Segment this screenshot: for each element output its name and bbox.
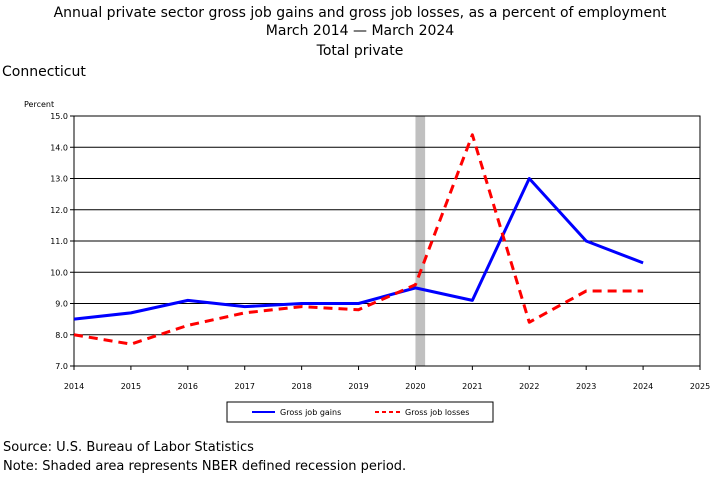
- legend-label-gains: Gross job gains: [280, 408, 341, 417]
- chart-title: Annual private sector gross job gains an…: [53, 5, 667, 21]
- legend-box: [226, 401, 494, 423]
- y-tick-label: 7.0: [55, 362, 68, 371]
- y-tick-label: 11.0: [50, 237, 68, 246]
- x-tick-label: 2021: [462, 382, 482, 391]
- y-tick-label: 8.0: [55, 331, 68, 340]
- x-tick-label: 2023: [576, 382, 596, 391]
- x-tick-label: 2019: [348, 382, 368, 391]
- legend-label-losses: Gross job losses: [405, 408, 469, 417]
- x-tick-label: 2017: [235, 382, 255, 391]
- region-label: Connecticut: [2, 64, 86, 80]
- y-tick-label: 15.0: [50, 112, 68, 121]
- y-axis-label: Percent: [24, 100, 54, 109]
- chart-subtitle: Total private: [316, 43, 404, 59]
- series-gross-job-losses-line: [73, 133, 644, 346]
- line-chart: 7.0 8.0 9.0 10.0 11.0 12.0 13.0 14.0 15.0 2014 201…: [24, 100, 710, 423]
- x-tick-label: 2020: [405, 382, 425, 391]
- x-tick-label: 2022: [519, 382, 539, 391]
- series-gross-job-gains-line: [73, 177, 644, 321]
- x-tick-label: 2015: [121, 382, 141, 391]
- tick-layer: 7.0 8.0 9.0 10.0 11.0 12.0 13.0 14.0 15.0 2014 201…: [50, 112, 710, 391]
- source-note: Source: U.S. Bureau of Labor Statistics: [3, 440, 254, 455]
- x-tick-label: 2024: [633, 382, 653, 391]
- grid-layer: [74, 115, 700, 367]
- legend: Gross job gains Gross job losses: [226, 401, 494, 423]
- x-tick-label: 2018: [291, 382, 311, 391]
- recession-note: Note: Shaded area represents NBER define…: [3, 459, 407, 474]
- x-tick-label: 2014: [64, 382, 84, 391]
- y-tick-label: 10.0: [50, 268, 68, 277]
- x-tick-label: 2016: [178, 382, 198, 391]
- x-tick-label: 2025: [690, 382, 710, 391]
- y-tick-label: 14.0: [50, 143, 68, 152]
- y-tick-label: 13.0: [50, 175, 68, 184]
- series-layer: [73, 133, 644, 346]
- date-range: March 2014 — March 2024: [265, 23, 455, 39]
- y-tick-label: 12.0: [50, 206, 68, 215]
- y-tick-label: 9.0: [55, 300, 68, 309]
